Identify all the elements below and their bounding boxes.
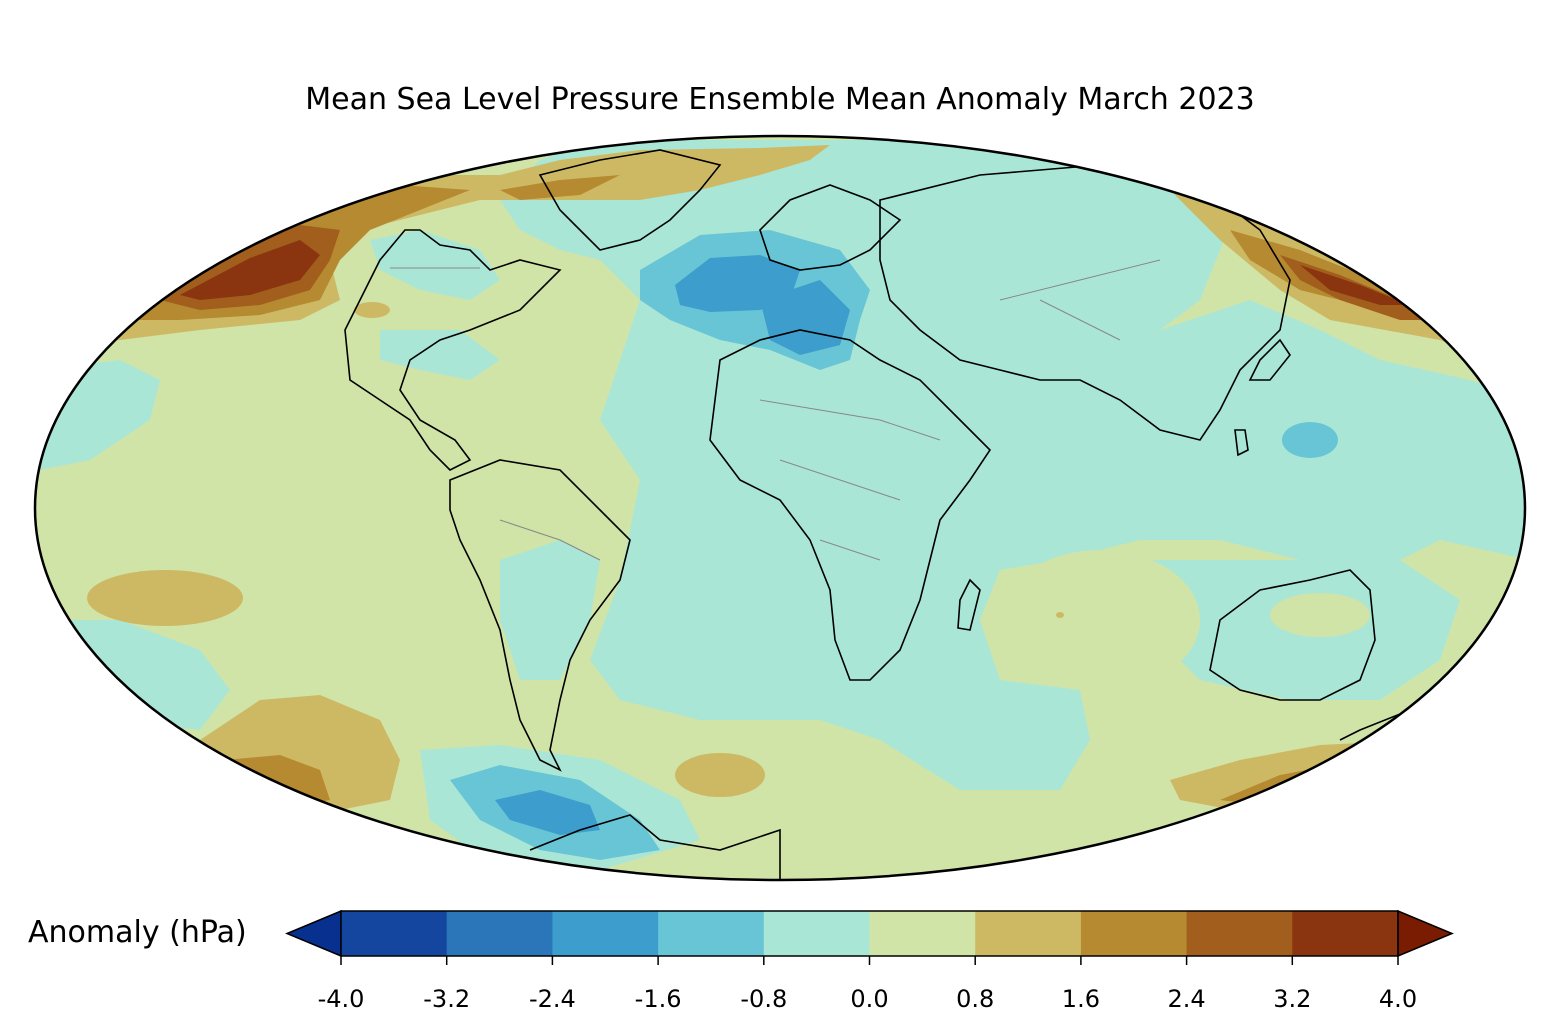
colorbar-over-arrow xyxy=(1397,909,1454,958)
colorbar-segment xyxy=(658,911,765,956)
colorbar-tick-label: -0.8 xyxy=(740,985,788,1013)
region-negative-small-3 xyxy=(370,230,500,300)
colorbar-segment xyxy=(1186,911,1293,956)
region-positive-pacific-west xyxy=(87,570,243,626)
colorbar-segment xyxy=(763,911,870,956)
colorbar-tick-label: 2.4 xyxy=(1167,985,1206,1013)
colorbar-tick-label: 1.6 xyxy=(1061,985,1100,1013)
colorbar-tick-label: 4.0 xyxy=(1378,985,1418,1013)
colorbar-segment xyxy=(341,911,448,956)
colorbar xyxy=(285,909,1454,965)
anomaly-field xyxy=(35,136,1525,880)
colorbar-segment xyxy=(552,911,659,956)
colorbar-label: Anomaly (hPa) xyxy=(28,915,247,950)
colorbar-segment xyxy=(869,911,976,956)
region-negative-small-6 xyxy=(500,540,600,680)
map-title: Mean Sea Level Pressure Ensemble Mean An… xyxy=(305,82,1255,117)
colorbar-tick-label: -3.2 xyxy=(423,985,471,1013)
colorbar-tick-label: 0.8 xyxy=(956,985,995,1013)
colorbar-segment xyxy=(446,911,553,956)
colorbar-under-arrow xyxy=(285,909,342,958)
colorbar-tick-label: -4.0 xyxy=(317,985,365,1013)
globe-outline xyxy=(33,134,1527,882)
region-negative-small-2 xyxy=(380,330,500,380)
colorbar-tick-label: -2.4 xyxy=(528,985,576,1013)
colorbar-segment xyxy=(1080,911,1188,956)
colorbar-tick-label: 3.2 xyxy=(1273,985,1312,1013)
colorbar-tick-label: 0.0 xyxy=(850,985,889,1013)
colorbar-tick-label: -1.6 xyxy=(634,985,682,1013)
country-borders xyxy=(390,259,1161,561)
colorbar-segment xyxy=(1292,911,1399,956)
region-positive-s-pacific xyxy=(1000,550,1200,690)
colorbar-segment xyxy=(975,911,1082,956)
